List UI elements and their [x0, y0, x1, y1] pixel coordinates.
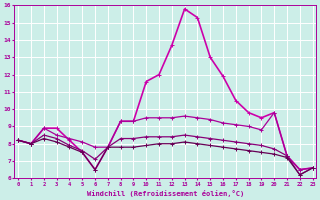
X-axis label: Windchill (Refroidissement éolien,°C): Windchill (Refroidissement éolien,°C)	[87, 190, 244, 197]
